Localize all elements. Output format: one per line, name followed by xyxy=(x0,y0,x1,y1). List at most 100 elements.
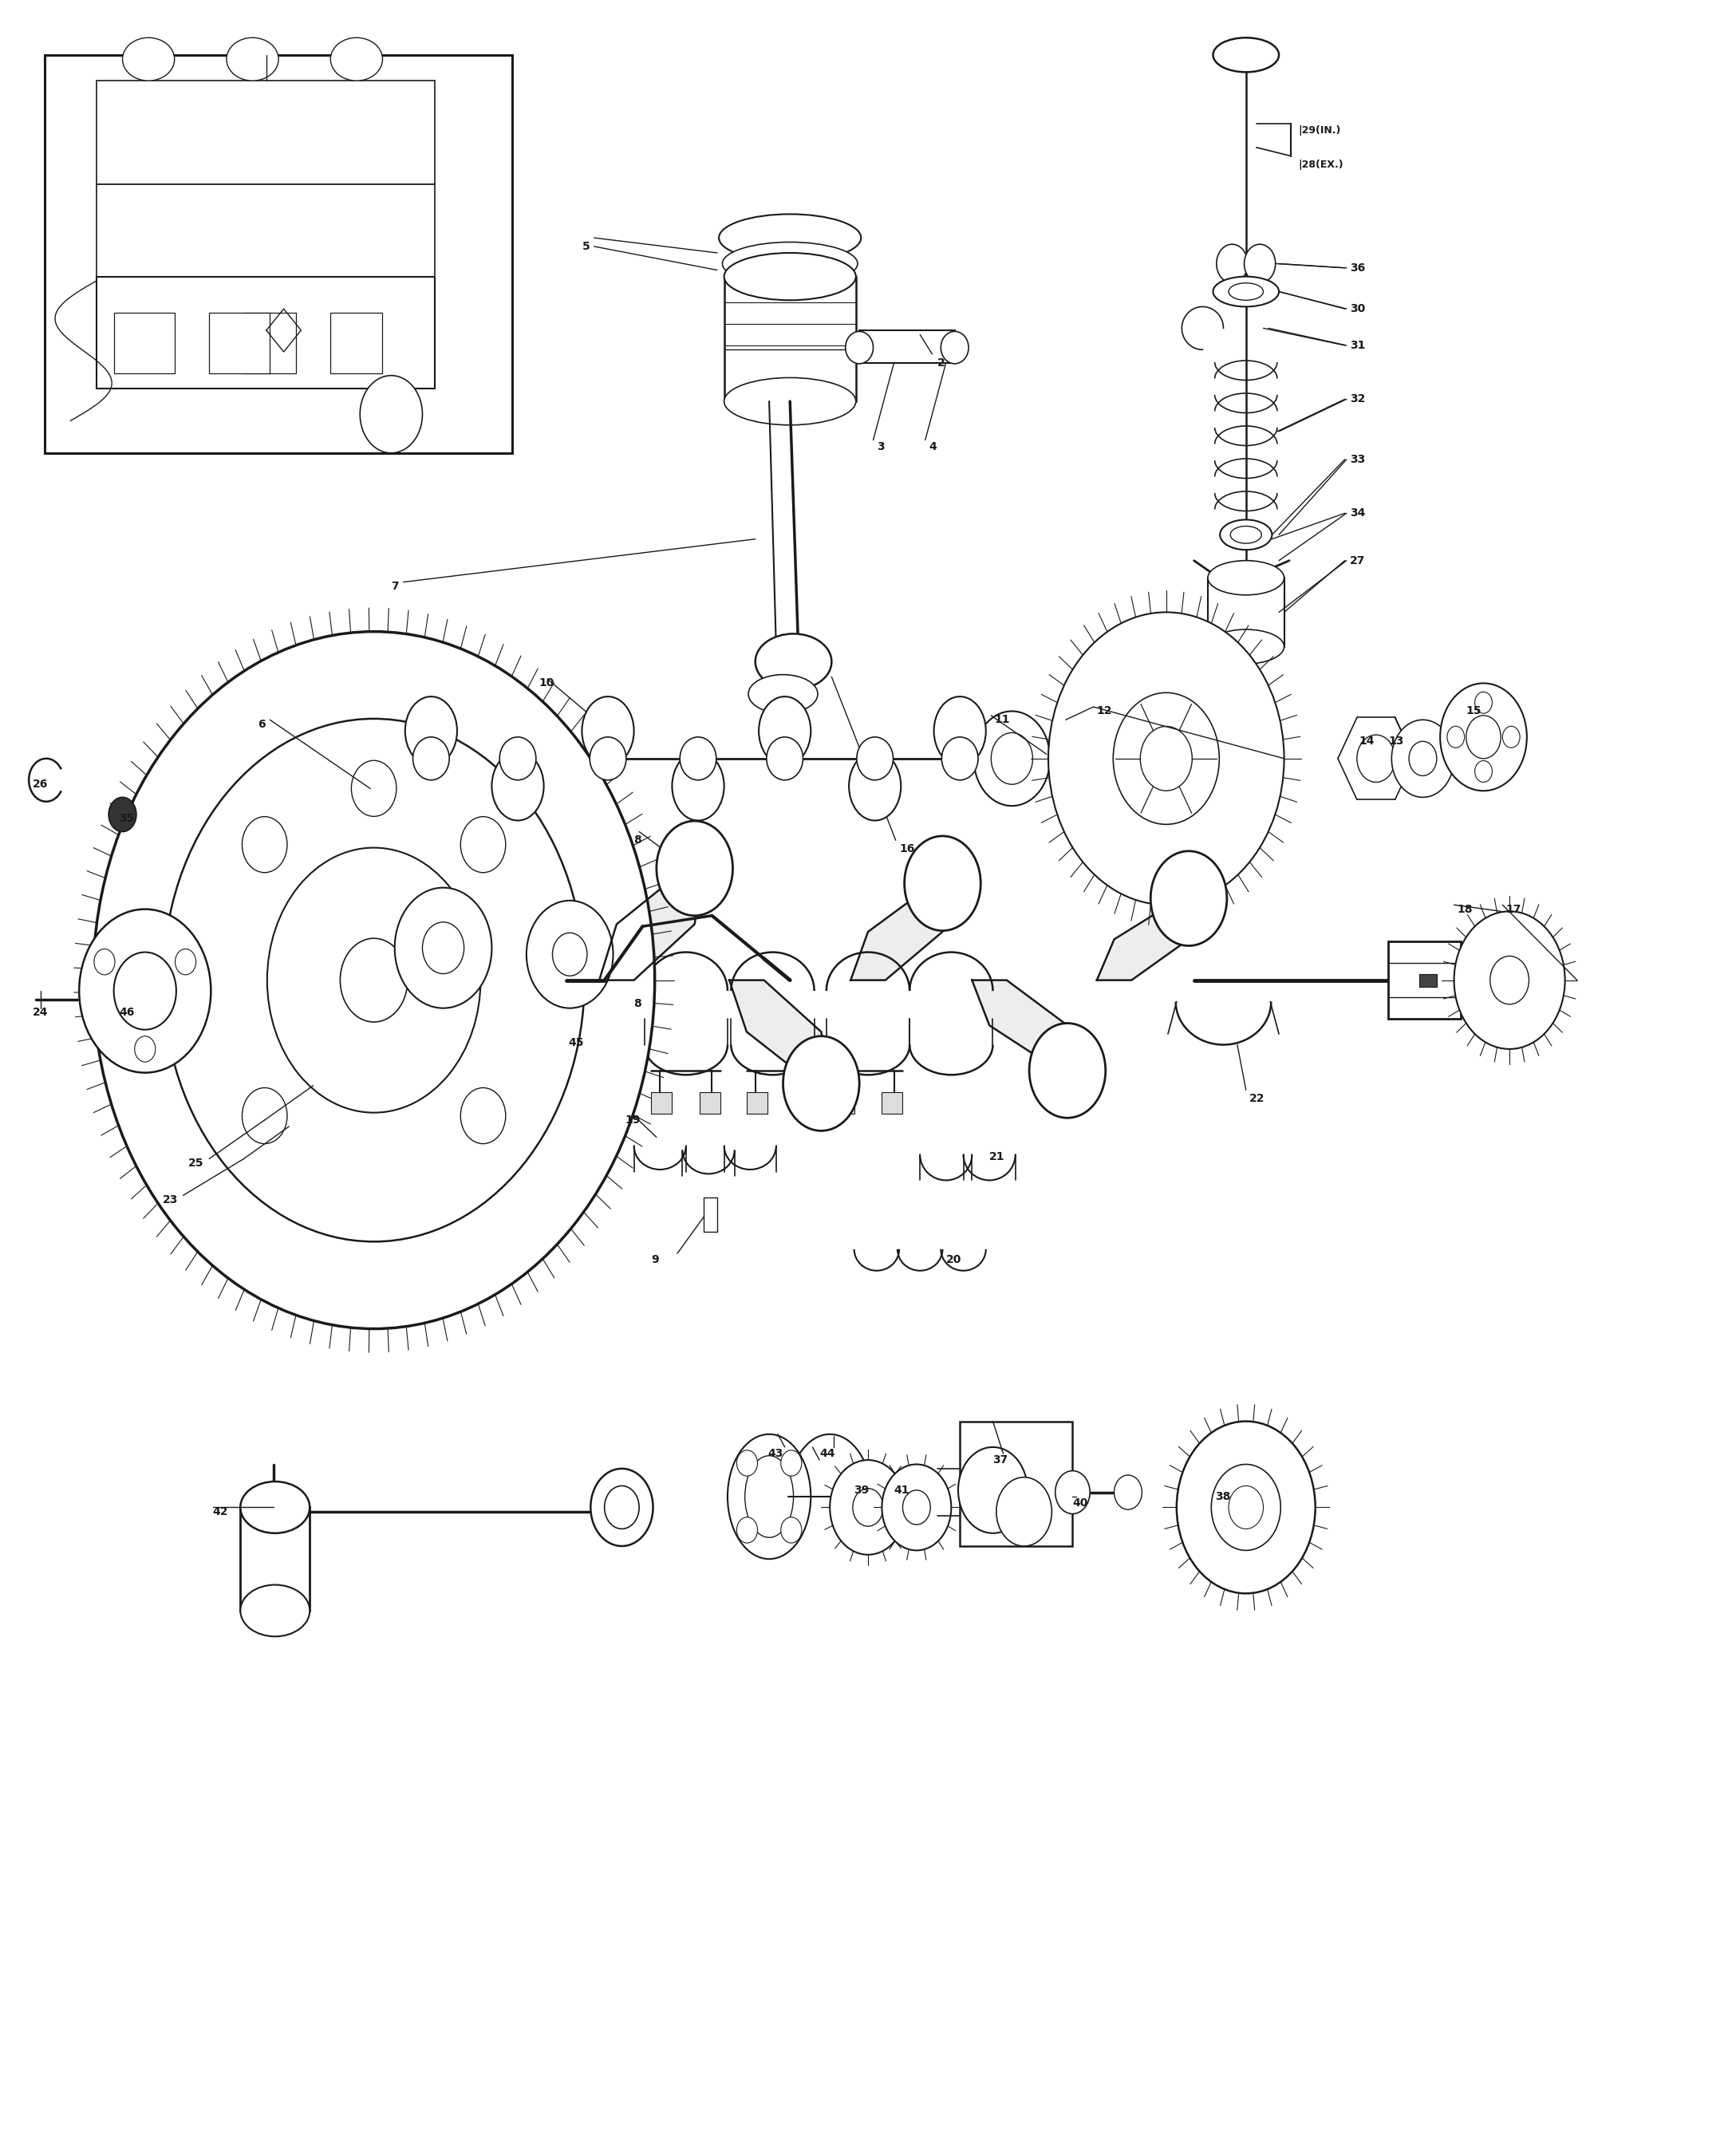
Circle shape xyxy=(781,1450,802,1475)
Circle shape xyxy=(1212,1465,1281,1551)
Circle shape xyxy=(1177,1422,1316,1594)
Circle shape xyxy=(996,1478,1052,1547)
Text: |28(EX.): |28(EX.) xyxy=(1299,159,1344,170)
Ellipse shape xyxy=(500,737,536,780)
Circle shape xyxy=(1229,1486,1264,1529)
Circle shape xyxy=(1217,243,1248,282)
Ellipse shape xyxy=(767,737,804,780)
Circle shape xyxy=(904,836,981,931)
Circle shape xyxy=(736,1450,757,1475)
Ellipse shape xyxy=(1208,560,1285,595)
Polygon shape xyxy=(1097,898,1198,980)
Bar xyxy=(746,1092,767,1114)
Text: 32: 32 xyxy=(1351,394,1366,405)
Text: 41: 41 xyxy=(894,1484,910,1495)
Text: 26: 26 xyxy=(33,780,49,791)
Circle shape xyxy=(1455,911,1564,1049)
Circle shape xyxy=(1476,691,1493,713)
Text: 6: 6 xyxy=(257,719,266,730)
Circle shape xyxy=(1448,726,1465,747)
Circle shape xyxy=(852,1488,884,1527)
Text: 11: 11 xyxy=(995,715,1010,726)
Ellipse shape xyxy=(1208,629,1285,663)
Circle shape xyxy=(115,952,177,1030)
Circle shape xyxy=(1049,612,1285,905)
Circle shape xyxy=(783,1036,859,1131)
Ellipse shape xyxy=(745,1456,793,1538)
Circle shape xyxy=(267,849,481,1114)
Circle shape xyxy=(552,933,587,976)
Circle shape xyxy=(903,1491,930,1525)
Circle shape xyxy=(1441,683,1528,791)
Circle shape xyxy=(351,760,396,816)
Ellipse shape xyxy=(724,252,856,299)
Ellipse shape xyxy=(941,332,969,364)
Text: 17: 17 xyxy=(1507,903,1521,915)
Polygon shape xyxy=(851,883,951,980)
Ellipse shape xyxy=(1220,519,1272,549)
Text: 39: 39 xyxy=(854,1484,870,1495)
Text: 27: 27 xyxy=(1351,556,1366,567)
Ellipse shape xyxy=(719,213,861,261)
Text: 4: 4 xyxy=(929,442,936,452)
Circle shape xyxy=(736,1516,757,1542)
Text: 8: 8 xyxy=(634,997,642,1010)
Bar xyxy=(97,183,434,280)
Ellipse shape xyxy=(404,696,457,765)
Circle shape xyxy=(394,887,491,1008)
Circle shape xyxy=(656,821,733,915)
Ellipse shape xyxy=(934,696,986,765)
Circle shape xyxy=(163,719,585,1241)
Ellipse shape xyxy=(759,696,811,765)
Text: 43: 43 xyxy=(767,1447,783,1458)
Text: 25: 25 xyxy=(189,1157,203,1170)
Circle shape xyxy=(1055,1471,1090,1514)
Text: 36: 36 xyxy=(1351,263,1364,274)
Circle shape xyxy=(340,939,408,1021)
Text: 20: 20 xyxy=(946,1254,962,1267)
Text: 40: 40 xyxy=(1073,1497,1088,1508)
Ellipse shape xyxy=(1213,276,1279,306)
Text: 19: 19 xyxy=(625,1114,641,1127)
Bar xyxy=(243,312,295,373)
Bar xyxy=(859,330,955,362)
Bar xyxy=(97,276,434,388)
Bar xyxy=(97,80,434,183)
Text: 38: 38 xyxy=(1215,1491,1231,1501)
Ellipse shape xyxy=(845,332,873,364)
Text: 22: 22 xyxy=(1250,1092,1266,1105)
Circle shape xyxy=(1467,715,1502,758)
Ellipse shape xyxy=(590,737,627,780)
Text: 9: 9 xyxy=(651,1254,660,1267)
Circle shape xyxy=(1113,694,1219,825)
Ellipse shape xyxy=(123,37,175,80)
Bar xyxy=(882,1092,903,1114)
Circle shape xyxy=(80,909,210,1073)
Circle shape xyxy=(1489,956,1529,1004)
Ellipse shape xyxy=(413,737,450,780)
Ellipse shape xyxy=(1213,37,1279,71)
Circle shape xyxy=(1245,243,1276,282)
Text: 5: 5 xyxy=(582,241,590,252)
Circle shape xyxy=(1358,735,1396,782)
Circle shape xyxy=(1410,741,1437,775)
Bar xyxy=(1420,974,1437,987)
Text: 35: 35 xyxy=(120,814,134,825)
Text: 8: 8 xyxy=(634,836,642,847)
Ellipse shape xyxy=(941,737,977,780)
Ellipse shape xyxy=(726,267,854,306)
Ellipse shape xyxy=(681,737,717,780)
Text: 18: 18 xyxy=(1458,903,1474,915)
Circle shape xyxy=(590,1469,653,1547)
Text: 13: 13 xyxy=(1389,737,1404,747)
Circle shape xyxy=(1503,726,1521,747)
Circle shape xyxy=(991,732,1033,784)
Text: 46: 46 xyxy=(120,1006,134,1019)
Ellipse shape xyxy=(858,737,892,780)
Circle shape xyxy=(830,1460,906,1555)
Ellipse shape xyxy=(672,752,724,821)
Circle shape xyxy=(94,950,115,976)
Bar xyxy=(1389,941,1462,1019)
Text: |29(IN.): |29(IN.) xyxy=(1299,125,1340,136)
Ellipse shape xyxy=(1231,526,1262,543)
